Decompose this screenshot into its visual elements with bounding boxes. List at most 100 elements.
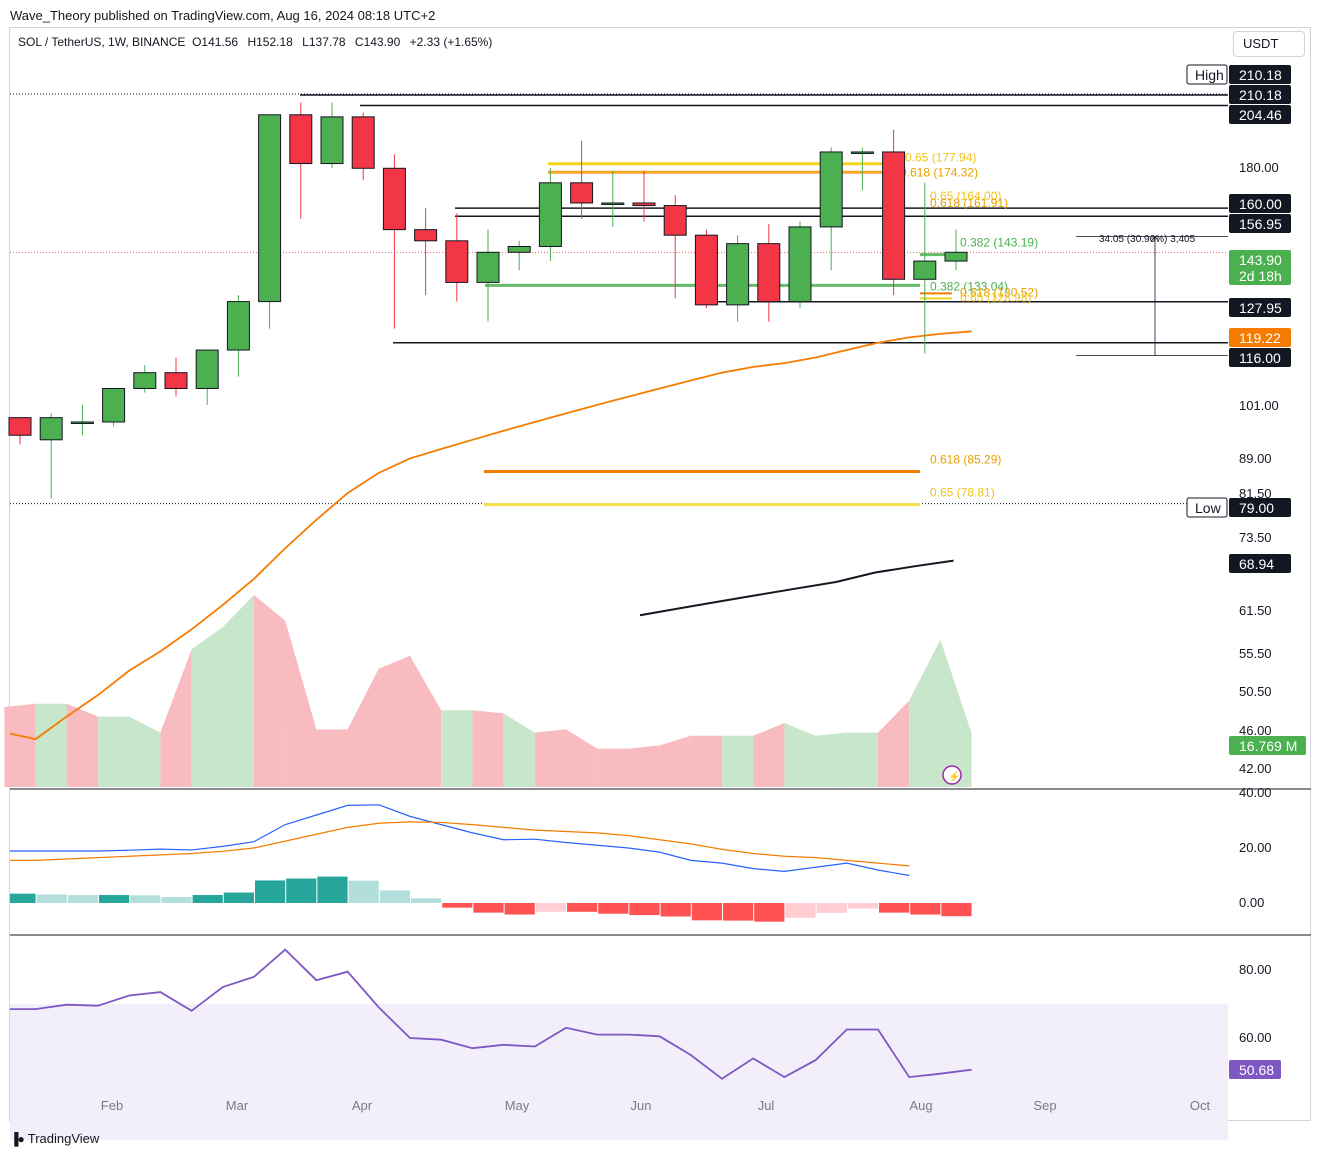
- time-axis-tick: Jul: [758, 1098, 775, 1113]
- price-label-box: [1229, 554, 1291, 573]
- measure-arrow-head: [1150, 235, 1160, 242]
- ema-line: [9, 330, 972, 741]
- price-label-value: 143.90: [1239, 252, 1282, 268]
- rsi-axis-tick: 80.00: [1239, 962, 1272, 977]
- volume-area-segment: [129, 716, 161, 787]
- volume-area-segment: [846, 732, 878, 787]
- macd-axis-tick: 0.00: [1239, 895, 1264, 910]
- price-label-tag: Low: [1195, 500, 1222, 516]
- fib-annotation: 0.65 (128.98): [960, 290, 1031, 304]
- time-axis-tick: Feb: [101, 1098, 123, 1113]
- macd-histogram-bar: [99, 895, 130, 903]
- candle-down: [164, 372, 188, 389]
- low-value: 137.78: [308, 35, 346, 49]
- footer-brand: TradingView: [27, 1131, 100, 1146]
- publisher-line: Wave_Theory published on TradingView.com…: [10, 8, 436, 23]
- time-axis: Feb Mar Apr May Jun Jul Aug Sep Oct: [101, 1098, 1211, 1113]
- price-label-box: [1229, 194, 1291, 213]
- candle-up: [788, 226, 812, 303]
- macd-pane: 40.00 20.00 0.00: [10, 785, 1272, 922]
- candle-down: [351, 116, 375, 169]
- volume-area-segment: [784, 723, 816, 787]
- candle-up: [258, 114, 282, 303]
- price-label-box: [1229, 498, 1291, 517]
- candle-up: [726, 243, 750, 306]
- volume-area-segment: [66, 703, 98, 787]
- volume-area-segment: [410, 655, 442, 787]
- candle-up: [102, 387, 126, 423]
- macd-histogram-bar: [567, 903, 598, 912]
- volume-area-segment: [690, 735, 722, 787]
- macd-histogram-bar: [691, 903, 722, 921]
- macd-histogram-bar: [223, 892, 254, 903]
- macd-histogram-bar: [411, 898, 442, 903]
- close-value: 143.90: [363, 35, 401, 49]
- candle-up: [320, 116, 344, 165]
- price-axis-tick: 101.00: [1239, 398, 1279, 413]
- macd-axis-tick: 20.00: [1239, 840, 1272, 855]
- symbol-legend: SOL / TetherUS, 1W, BINANCE O141.56 H152…: [18, 35, 493, 49]
- macd-histogram-bar: [629, 903, 660, 916]
- price-label-value: 210.18: [1239, 87, 1282, 103]
- time-axis-tick: Mar: [226, 1098, 249, 1113]
- macd-histogram-bar: [723, 903, 754, 921]
- price-axis-tick: 61.50: [1239, 603, 1272, 618]
- macd-histogram-bar: [67, 895, 98, 903]
- candle-up: [476, 251, 500, 283]
- macd-histogram-bar: [660, 903, 691, 917]
- candle-down: [882, 151, 906, 280]
- lightning-icon: ⚡: [948, 770, 960, 783]
- price-label-value: 68.94: [1239, 556, 1274, 572]
- volume-area-segment: [628, 745, 660, 787]
- volume-area-segment: [534, 729, 566, 787]
- macd-histogram-bar: [910, 903, 941, 915]
- macd-histogram-bar: [941, 903, 972, 917]
- volume-area-segment: [878, 700, 910, 787]
- price-axis-tick: 81.50: [1239, 486, 1272, 501]
- volume-area-segment: [222, 595, 254, 787]
- price-axis-tick: 46.00: [1239, 723, 1272, 738]
- candle-up: [944, 251, 968, 262]
- rsi-band: [10, 1004, 1228, 1140]
- price-label-countdown: 2d 18h: [1239, 268, 1282, 284]
- high-value: 152.18: [256, 35, 293, 49]
- price-label-box: [1229, 65, 1291, 84]
- price-label-box: [1229, 328, 1291, 347]
- price-label-value: 156.95: [1239, 216, 1282, 232]
- lightning-icon: [942, 765, 962, 785]
- volume-area-segment: [659, 735, 691, 787]
- volume-area-segment: [285, 620, 317, 787]
- price-label-value: 210.18: [1239, 67, 1282, 83]
- macd-histogram-bar: [598, 903, 629, 914]
- macd-histogram-bar: [847, 903, 878, 909]
- candle-down: [414, 229, 438, 242]
- candle-up: [507, 246, 531, 253]
- macd-line: [10, 804, 910, 877]
- tradingview-logo-icon: ▐●: [10, 1131, 25, 1146]
- price-label-value: 116.00: [1239, 350, 1281, 366]
- price-label-value: 204.46: [1239, 107, 1282, 123]
- volume-area-segment: [347, 668, 379, 787]
- candle-up: [850, 151, 874, 154]
- price-label-box: [1229, 736, 1306, 755]
- candle-down: [8, 417, 32, 436]
- rsi-value-label: 50.68: [1239, 1062, 1274, 1078]
- fib-annotation: 0.382 (133.04): [930, 279, 1008, 293]
- volume-area-segment: [472, 710, 504, 787]
- fib-annotation: 0.618 (174.32): [900, 165, 978, 179]
- candle-up: [819, 151, 843, 228]
- price-label-value: 119.22: [1239, 330, 1281, 346]
- macd-histogram-bar: [754, 903, 785, 922]
- price-axis-tick: 73.50: [1239, 530, 1272, 545]
- measure-tool: 34.05 (30.96%) 3,405: [1076, 234, 1228, 357]
- candle-down: [289, 114, 313, 165]
- price-label-box: [1229, 348, 1291, 367]
- candle-down: [663, 205, 687, 236]
- symbol-name[interactable]: SOL / TetherUS, 1W, BINANCE: [18, 35, 186, 49]
- currency-selector[interactable]: USDT: [1233, 31, 1305, 57]
- volume-pane: [4, 595, 972, 787]
- price-label-value: 79.00: [1239, 500, 1274, 516]
- price-axis-tick: 42.00: [1239, 761, 1272, 776]
- price-axis-tick: 89.00: [1239, 451, 1272, 466]
